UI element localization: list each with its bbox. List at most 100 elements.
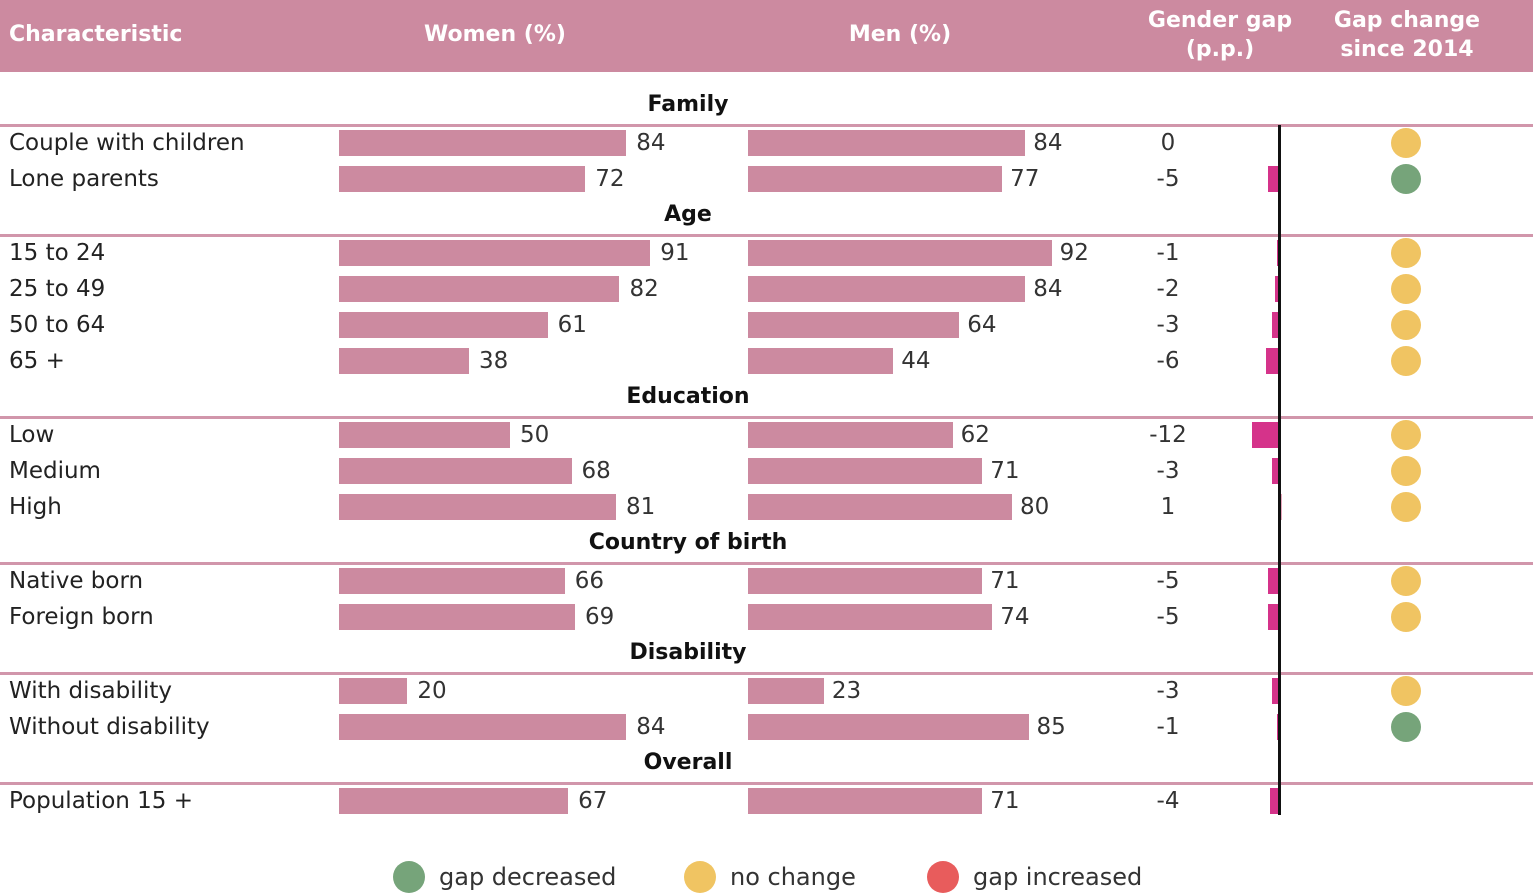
- women-bar: [339, 348, 469, 374]
- change-no-change-icon: [1391, 456, 1421, 486]
- women-bar: [339, 130, 627, 156]
- gap-bar: [1280, 494, 1283, 520]
- legend-decreased-icon: [393, 861, 425, 893]
- row-label: With disability: [9, 678, 172, 704]
- women-value: 61: [557, 312, 587, 338]
- women-value: 38: [478, 348, 509, 374]
- gap-value: -5: [1156, 166, 1180, 192]
- gap-value: -12: [1149, 422, 1187, 448]
- men-value: 64: [967, 312, 997, 338]
- legend-item-no-change: no change: [684, 860, 856, 894]
- row-label: Low: [9, 422, 55, 448]
- women-bar: [339, 604, 575, 630]
- row-label: 65 +: [9, 348, 65, 374]
- men-bar: [748, 276, 1026, 302]
- header-men: Men (%): [848, 22, 952, 47]
- section-divider: [0, 416, 1533, 419]
- change-no-change-icon: [1391, 346, 1421, 376]
- men-value: 74: [1000, 604, 1030, 630]
- gap-value: -4: [1156, 788, 1180, 814]
- row-label: Foreign born: [9, 604, 154, 630]
- gap-value: 0: [1160, 130, 1176, 156]
- change-no-change-icon: [1391, 492, 1421, 522]
- gap-value: -1: [1156, 714, 1180, 740]
- gap-bar: [1272, 678, 1279, 704]
- gap-bar: [1276, 240, 1279, 266]
- row-label: Lone parents: [9, 166, 159, 192]
- gap-value: -3: [1156, 678, 1180, 704]
- men-bar: [748, 714, 1029, 740]
- gap-value: -2: [1156, 276, 1180, 302]
- women-value: 68: [581, 458, 611, 484]
- header-change-line1: Gap change: [1333, 8, 1481, 33]
- gap-value: -3: [1156, 312, 1180, 338]
- gap-bar: [1270, 788, 1279, 814]
- gap-bar: [1267, 568, 1279, 594]
- women-bar: [339, 678, 408, 704]
- gap-bar: [1267, 604, 1279, 630]
- gap-bar: [1265, 348, 1279, 374]
- row-label: 50 to 64: [9, 312, 106, 338]
- header-gap-line2: (p.p.): [1185, 37, 1255, 62]
- section-title: Education: [626, 384, 750, 409]
- gap-bar: [1276, 714, 1279, 740]
- row-label: 25 to 49: [9, 276, 106, 302]
- gap-value: -5: [1156, 568, 1180, 594]
- section-title: Disability: [629, 640, 747, 665]
- section-title: Overall: [643, 750, 733, 775]
- gap-bar: [1274, 276, 1279, 302]
- men-value: 71: [990, 458, 1020, 484]
- women-bar: [339, 240, 651, 266]
- women-value: 66: [574, 568, 604, 594]
- men-bar: [748, 166, 1003, 192]
- women-bar: [339, 714, 627, 740]
- section-divider: [0, 234, 1533, 237]
- men-value: 44: [901, 348, 931, 374]
- header-gap-line1: Gender gap: [1147, 8, 1293, 33]
- women-bar: [339, 166, 586, 192]
- gap-value: -5: [1156, 604, 1180, 630]
- gap-value: -3: [1156, 458, 1180, 484]
- change-no-change-icon: [1391, 676, 1421, 706]
- change-no-change-icon: [1391, 128, 1421, 158]
- gap-bar: [1272, 458, 1279, 484]
- legend-label: no change: [730, 863, 856, 891]
- men-value: 71: [990, 568, 1020, 594]
- women-value: 81: [626, 494, 656, 520]
- row-label: Population 15 +: [9, 788, 193, 814]
- men-bar: [748, 494, 1012, 520]
- change-no-change-icon: [1391, 566, 1421, 596]
- header-change-line2: since 2014: [1340, 37, 1474, 62]
- section-divider: [0, 562, 1533, 565]
- men-bar: [748, 788, 983, 814]
- women-value: 67: [578, 788, 608, 814]
- men-bar: [748, 130, 1026, 156]
- section-title: Age: [664, 202, 712, 227]
- change-decreased-icon: [1391, 164, 1421, 194]
- header-change: Gap change since 2014: [1312, 6, 1502, 64]
- legend-label: gap increased: [973, 863, 1143, 891]
- women-value: 20: [417, 678, 447, 704]
- gap-bar: [1272, 312, 1279, 338]
- women-bar: [339, 276, 620, 302]
- section-divider: [0, 782, 1533, 785]
- row-label: Couple with children: [9, 130, 245, 156]
- men-bar: [748, 568, 983, 594]
- section-title: Family: [647, 92, 729, 117]
- men-value: 80: [1020, 494, 1050, 520]
- women-value: 72: [595, 166, 625, 192]
- change-no-change-icon: [1391, 420, 1421, 450]
- men-bar: [748, 422, 953, 448]
- gap-zero-line: [1278, 125, 1281, 815]
- table-header: Characteristic Women (%) Men (%) Gender …: [0, 0, 1533, 72]
- men-bar: [748, 678, 824, 704]
- legend-item-increased: gap increased: [927, 860, 1142, 894]
- gap-value: 1: [1160, 494, 1176, 520]
- section-divider: [0, 672, 1533, 675]
- legend-no-change-icon: [684, 861, 716, 893]
- women-value: 69: [584, 604, 615, 630]
- legend-label: gap decreased: [439, 863, 617, 891]
- women-value: 50: [520, 422, 550, 448]
- women-value: 91: [660, 240, 690, 266]
